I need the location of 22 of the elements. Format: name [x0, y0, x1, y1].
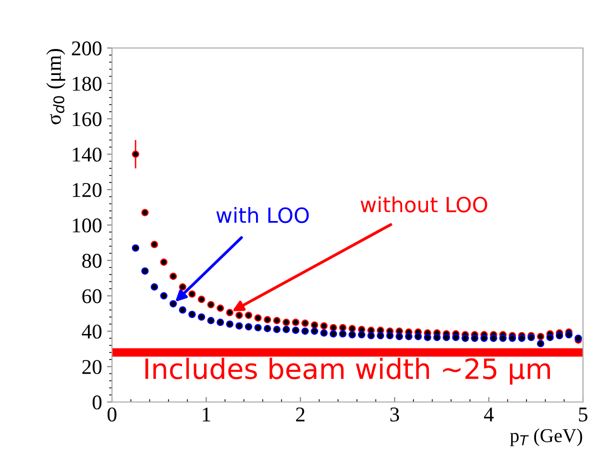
- y-tick-label: 120: [72, 182, 102, 198]
- x-tick-label: 3: [390, 408, 399, 422]
- y-tick-label: 20: [82, 360, 102, 374]
- x-tick-label: 5: [579, 408, 588, 422]
- y-axis-title: σ$_{d0}$ (μm): [46, 49, 66, 124]
- ref-line-label: Includes beam width ~25 μm: [145, 358, 550, 385]
- y-tick-label: 0: [92, 395, 102, 410]
- x-tick-label: 0: [108, 407, 116, 422]
- annotation: with LOO: [216, 206, 309, 224]
- x-tick-label: 4: [484, 408, 494, 422]
- y-tick-label: 80: [82, 254, 102, 268]
- x-tick-label: 2: [296, 408, 304, 422]
- x-tick-label: 1: [202, 408, 210, 422]
- x-axis-title: p$_{T}$ (GeV): [510, 428, 582, 446]
- y-tick-label: 100: [72, 218, 102, 232]
- y-tick-label: 200: [72, 41, 102, 56]
- y-tick-label: 180: [72, 76, 102, 91]
- y-tick-label: 60: [82, 289, 102, 304]
- y-tick-label: 160: [72, 112, 102, 126]
- y-tick-label: 140: [72, 148, 102, 162]
- y-tick-label: 40: [82, 324, 102, 339]
- annotation: without LOO: [360, 196, 488, 212]
